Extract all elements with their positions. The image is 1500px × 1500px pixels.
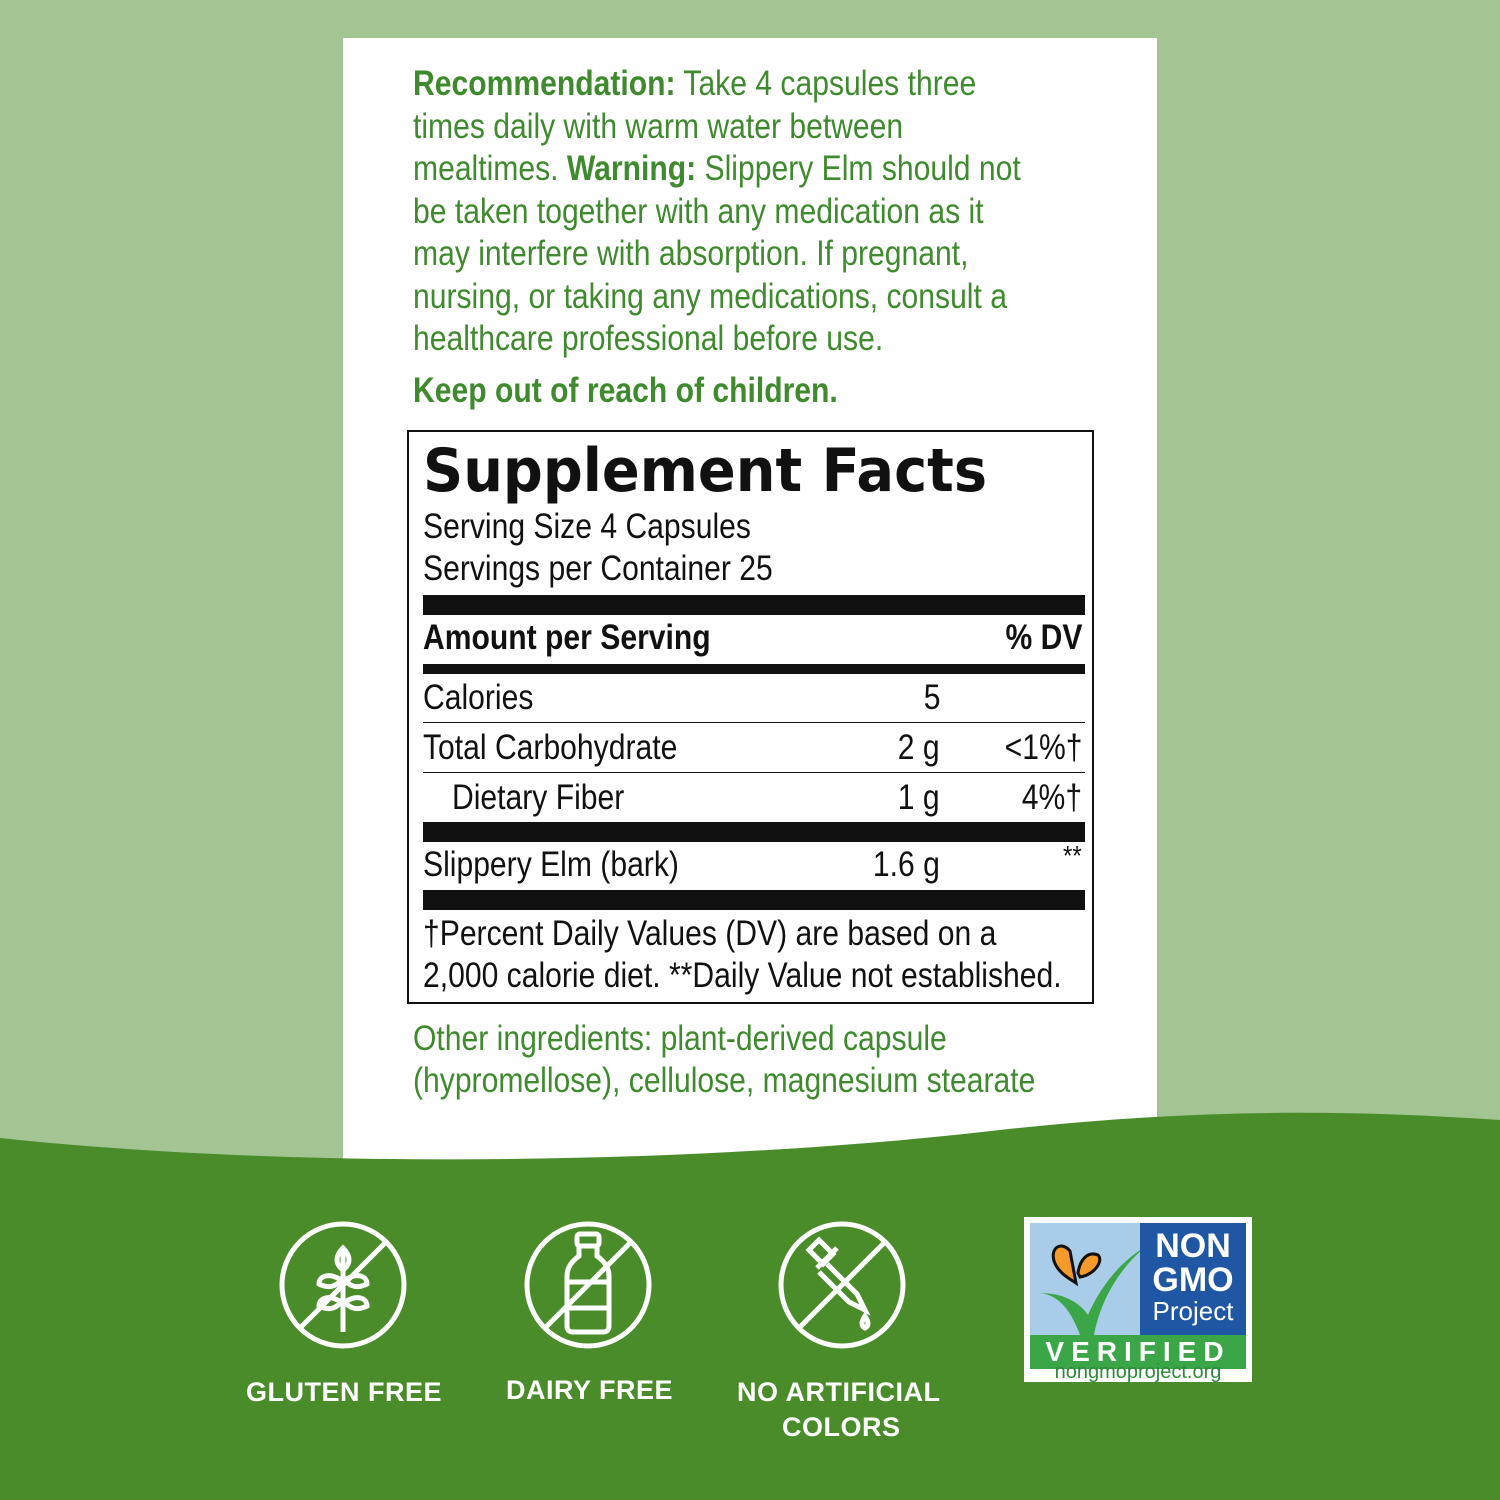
row-name: Total Carbohydrate — [423, 728, 678, 767]
row-dv: ** — [1063, 840, 1082, 871]
directions-line: healthcare professional before use. — [413, 318, 883, 361]
badge-label-dairy-free: DAIRY FREE — [506, 1375, 674, 1405]
keep-out-warning: Keep out of reach of children. — [413, 371, 838, 410]
divider-thin — [423, 722, 1085, 723]
text-segment: Slippery Elm should not — [696, 149, 1021, 188]
other-ingredients: Other ingredients: plant-derived capsule — [413, 1019, 947, 1058]
directions-line: may interfere with absorption. If pregna… — [413, 233, 968, 276]
text-segment: times daily with warm water between — [413, 106, 904, 146]
divider-medium — [423, 664, 1085, 674]
no-dropper-icon — [778, 1221, 906, 1349]
row-name: Calories — [423, 678, 534, 717]
row-dv: <1%† — [1004, 728, 1082, 767]
text-segment: be taken together with any medication as… — [413, 191, 984, 231]
serving-size: Serving Size 4 Capsules — [423, 507, 751, 546]
servings-per-container: Servings per Container 25 — [423, 549, 773, 588]
row-amount: 2 g — [898, 728, 940, 767]
header-dv: % DV — [1005, 618, 1082, 657]
directions-line: times daily with warm water between — [413, 106, 903, 149]
row-amount: 1 g — [898, 778, 940, 817]
text-segment: nursing, or taking any medications, cons… — [413, 276, 1007, 316]
row-name: Slippery Elm (bark) — [423, 845, 679, 884]
text-segment: Take 4 capsules three — [675, 64, 977, 103]
bold-heading: Recommendation: — [413, 64, 676, 103]
facts-title: Supplement Facts — [423, 436, 988, 506]
row-name: Dietary Fiber — [452, 778, 625, 817]
non-gmo-url: nongmoproject.org — [1054, 1361, 1222, 1383]
divider-thick — [423, 890, 1085, 910]
no-wheat-icon — [279, 1221, 407, 1349]
text-segment: mealtimes. — [413, 149, 567, 188]
non-gmo-line2: GMO — [1152, 1261, 1234, 1299]
header-amount: Amount per Serving — [423, 618, 711, 657]
supplement-facts-panel: Supplement Facts Serving Size 4 Capsules… — [407, 430, 1094, 1004]
non-gmo-line3: Project — [1152, 1296, 1234, 1326]
row-dv: 4%† — [1021, 778, 1082, 817]
badge-label-colors: COLORS — [782, 1412, 901, 1442]
text-segment: may interfere with absorption. If pregna… — [413, 234, 969, 273]
badge-label-no-artificial: NO ARTIFICIAL — [737, 1377, 941, 1407]
row-amount: 5 — [923, 678, 940, 717]
row-amount: 1.6 g — [873, 845, 940, 884]
footnote: 2,000 calorie diet. **Daily Value not es… — [423, 956, 1062, 995]
footnote: †Percent Daily Values (DV) are based on … — [423, 914, 997, 953]
bold-heading: Warning: — [566, 149, 697, 188]
divider-thick — [423, 595, 1085, 615]
directions-line: be taken together with any medication as… — [413, 191, 984, 234]
non-gmo-line1: NON — [1155, 1227, 1231, 1265]
other-ingredients: (hypromellose), cellulose, magnesium ste… — [413, 1061, 1036, 1100]
directions-line: Recommendation: Take 4 capsules three — [413, 63, 976, 106]
verified-text: VERIFIED — [1030, 1335, 1246, 1369]
badge-label-gluten-free: GLUTEN FREE — [246, 1377, 443, 1407]
directions-line: nursing, or taking any medications, cons… — [413, 276, 1007, 319]
non-gmo-verified-logo: NON GMO Project VERIFIED nongmoproject.o… — [1024, 1217, 1252, 1383]
divider-thin — [423, 772, 1085, 773]
directions-line: mealtimes. Warning: Slippery Elm should … — [413, 148, 1021, 191]
no-milk-bottle-icon — [524, 1221, 652, 1349]
divider-thick — [423, 822, 1085, 842]
butterfly-checkmark-icon — [1040, 1244, 1140, 1335]
text-segment: healthcare professional before use. — [413, 319, 884, 358]
